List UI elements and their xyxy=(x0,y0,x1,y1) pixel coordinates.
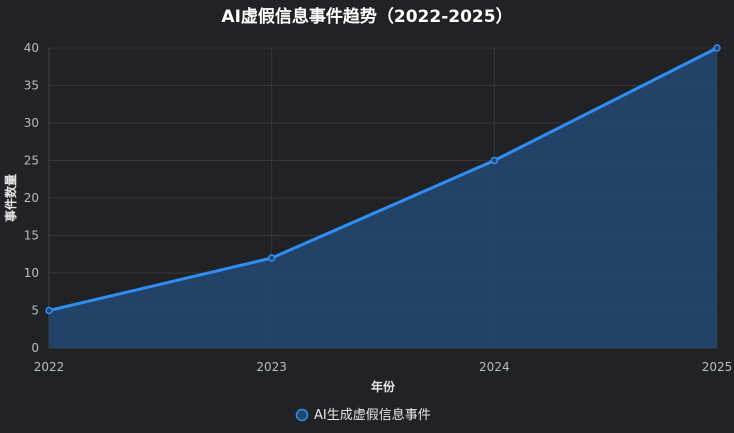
y-axis-ticks: 0 5 10 15 20 25 30 35 40 xyxy=(24,41,39,355)
legend[interactable]: AI生成虚假信息事件 xyxy=(295,407,431,423)
x-tick-label: 2022 xyxy=(34,360,65,374)
area-layer xyxy=(49,48,717,348)
data-point xyxy=(45,306,53,315)
y-tick-label: 15 xyxy=(24,229,39,243)
y-axis-label: 事件数量 xyxy=(3,174,18,222)
y-tick-label: 5 xyxy=(31,304,39,318)
y-tick-label: 25 xyxy=(24,154,39,168)
x-tick-label: 2023 xyxy=(256,360,287,374)
y-tick-label: 20 xyxy=(24,191,39,205)
y-tick-label: 40 xyxy=(24,41,39,55)
data-point xyxy=(490,156,499,165)
data-point xyxy=(267,254,276,262)
y-tick-label: 35 xyxy=(24,79,39,93)
legend-label: AI生成虚假信息事件 xyxy=(314,407,431,423)
x-axis-ticks: 2022 2023 2024 2025 xyxy=(34,360,733,374)
y-tick-label: 30 xyxy=(24,116,39,130)
x-tick-label: 2024 xyxy=(479,360,510,374)
series-area xyxy=(49,48,717,348)
data-point xyxy=(713,44,721,52)
chart-title: AI虚假信息事件趋势（2022-2025） xyxy=(221,6,512,27)
y-tick-label: 0 xyxy=(31,341,39,355)
line-layer xyxy=(47,46,719,312)
legend-marker xyxy=(295,408,309,422)
data-points xyxy=(45,44,721,315)
x-tick-label: 2025 xyxy=(702,360,733,374)
y-tick-label: 10 xyxy=(24,266,39,280)
x-axis-label: 年份 xyxy=(371,379,396,394)
series-line xyxy=(47,46,719,312)
